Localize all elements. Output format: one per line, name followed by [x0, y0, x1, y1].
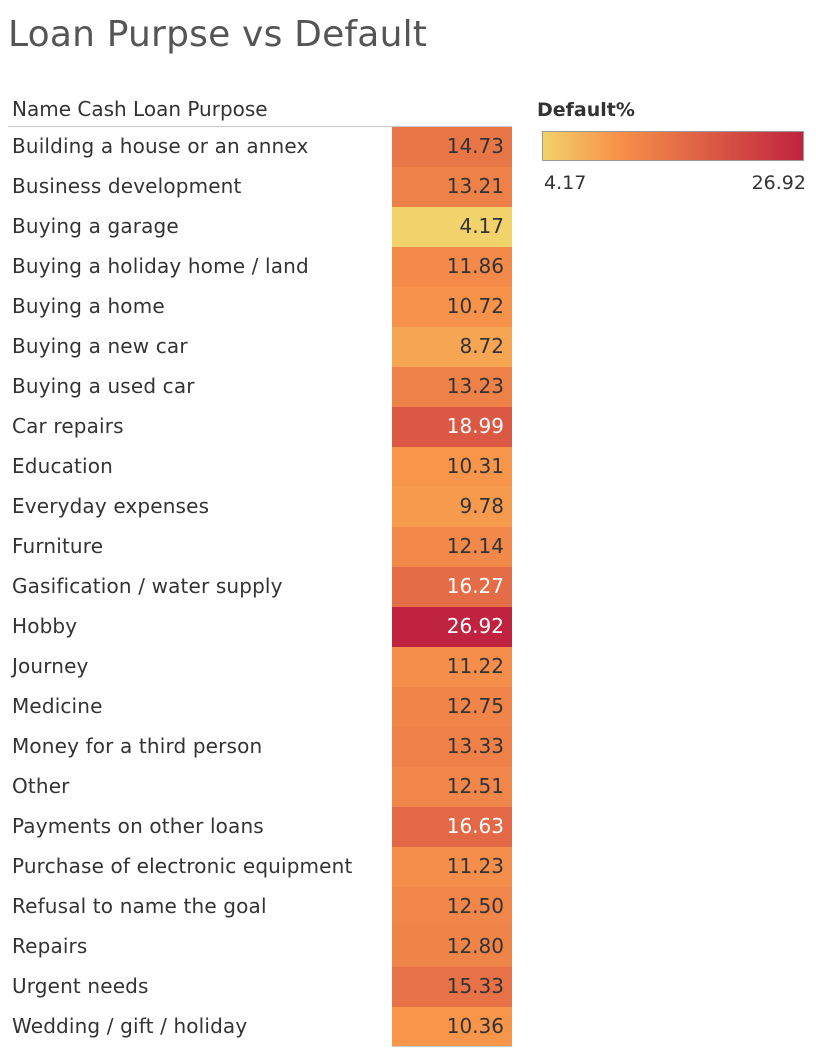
cell-value: 15.33: [446, 974, 504, 998]
heatmap-cell[interactable]: [392, 687, 512, 727]
heatmap-cell[interactable]: [392, 807, 512, 847]
row-label: Urgent needs: [12, 974, 149, 998]
cell-value: 12.80: [446, 934, 504, 958]
row-label: Education: [12, 454, 113, 478]
heatmap-cell[interactable]: [392, 527, 512, 567]
heatmap-cell[interactable]: [392, 967, 512, 1007]
heatmap-cell[interactable]: [392, 247, 512, 287]
row-label: Money for a third person: [12, 734, 263, 758]
cell-value: 10.31: [446, 454, 504, 478]
cell-value: 12.14: [446, 534, 504, 558]
cell-value: 12.50: [446, 894, 504, 918]
row-label: Buying a garage: [12, 214, 179, 238]
row-label: Medicine: [12, 694, 103, 718]
heatmap-cell[interactable]: [392, 127, 512, 167]
row-label: Buying a used car: [12, 374, 195, 398]
heatmap-cell[interactable]: [392, 847, 512, 887]
cell-value: 12.51: [446, 774, 504, 798]
legend-title: Default%: [537, 99, 635, 121]
heatmap-cell[interactable]: [392, 767, 512, 807]
row-label: Repairs: [12, 934, 88, 958]
heatmap-cell[interactable]: [392, 287, 512, 327]
cell-value: 14.73: [446, 134, 504, 158]
row-label: Buying a new car: [12, 334, 188, 358]
chart-title: Loan Purpse vs Default: [8, 14, 428, 55]
heatmap-cell[interactable]: [392, 727, 512, 767]
heatmap-cell[interactable]: [392, 487, 512, 527]
cell-value: 26.92: [446, 614, 504, 638]
cell-value: 11.22: [446, 654, 504, 678]
row-label: Building a house or an annex: [12, 134, 309, 158]
cell-value: 11.86: [446, 254, 504, 278]
row-label: Gasification / water supply: [12, 574, 283, 598]
heatmap-cell[interactable]: [392, 407, 512, 447]
cell-value: 16.27: [446, 574, 504, 598]
heatmap-cell[interactable]: [392, 327, 512, 367]
legend-min-label: 4.17: [544, 172, 587, 194]
cell-value: 10.72: [446, 294, 504, 318]
heatmap-cell[interactable]: [392, 607, 512, 647]
row-label: Refusal to name the goal: [12, 894, 267, 918]
heatmap-cell[interactable]: [392, 367, 512, 407]
heatmap-cell[interactable]: [392, 647, 512, 687]
color-legend-gradient: [542, 131, 804, 161]
cell-value: 13.21: [446, 174, 504, 198]
column-header: Name Cash Loan Purpose: [12, 97, 268, 121]
table-bottom-divider: [392, 1046, 512, 1047]
row-label: Hobby: [12, 614, 78, 638]
row-label: Journey: [12, 654, 89, 678]
row-label: Payments on other loans: [12, 814, 264, 838]
row-label: Furniture: [12, 534, 104, 558]
row-label: Purchase of electronic equipment: [12, 854, 353, 878]
cell-value: 13.33: [446, 734, 504, 758]
heatmap-table: Building a house or an annex 14.73 Busines…: [12, 127, 512, 1047]
cell-value: 4.17: [459, 214, 504, 238]
row-label: Wedding / gift / holiday: [12, 1014, 248, 1038]
heatmap-cell[interactable]: [392, 167, 512, 207]
cell-value: 18.99: [446, 414, 504, 438]
cell-value: 11.23: [446, 854, 504, 878]
row-label: Business development: [12, 174, 242, 198]
heatmap-cell[interactable]: [392, 207, 512, 247]
legend-max-label: 26.92: [751, 172, 806, 194]
cell-value: 9.78: [459, 494, 504, 518]
cell-value: 10.36: [446, 1014, 504, 1038]
cell-value: 13.23: [446, 374, 504, 398]
row-label: Buying a holiday home / land: [12, 254, 309, 278]
heatmap-cell[interactable]: [392, 887, 512, 927]
row-label: Everyday expenses: [12, 494, 210, 518]
cell-value: 16.63: [446, 814, 504, 838]
row-label: Car repairs: [12, 414, 124, 438]
heatmap-cell[interactable]: [392, 447, 512, 487]
cell-value: 8.72: [459, 334, 504, 358]
heatmap-cell[interactable]: [392, 567, 512, 607]
heatmap-cell[interactable]: [392, 1007, 512, 1047]
heatmap-cell[interactable]: [392, 927, 512, 967]
cell-value: 12.75: [446, 694, 504, 718]
row-label: Buying a home: [12, 294, 165, 318]
header-divider: [8, 126, 512, 127]
row-label: Other: [12, 774, 70, 798]
